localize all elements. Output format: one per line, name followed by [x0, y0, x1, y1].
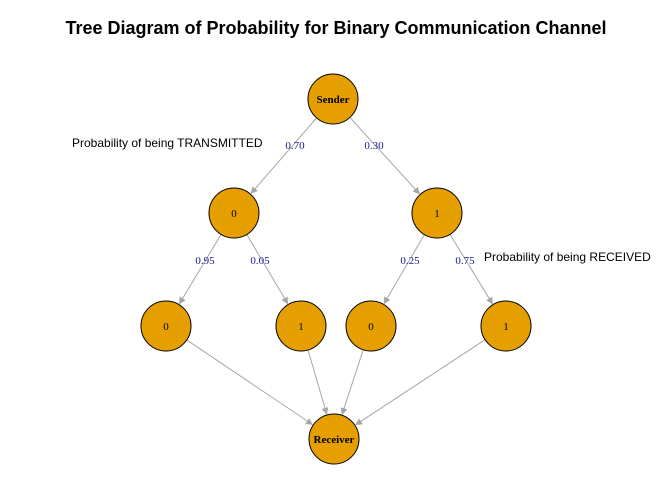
- node-circle-sender: [307, 73, 359, 125]
- node-circle-r01: [275, 300, 327, 352]
- node-circle-receiver: [308, 413, 360, 465]
- node-circle-r00: [140, 300, 192, 352]
- edge-label-t0-r01: 0.05: [250, 255, 270, 267]
- node-circle-r10: [345, 300, 397, 352]
- node-circle-t0: [208, 187, 260, 239]
- edge-r11-receiver: [355, 339, 486, 426]
- node-circle-t1: [411, 187, 463, 239]
- edge-sender-t1: [349, 117, 420, 195]
- node-t1: 1: [411, 187, 463, 239]
- edge-label-t0-r00: 0.95: [195, 255, 215, 267]
- edge-t1-r10: [383, 234, 425, 305]
- edge-r00-receiver: [186, 339, 314, 425]
- edge-t0-r00: [178, 234, 222, 305]
- node-r00: 0: [140, 300, 192, 352]
- edge-sender-t0: [250, 117, 317, 194]
- node-label-t1: 1: [434, 208, 440, 220]
- edge-t0-r01: [246, 234, 289, 305]
- node-label-r01: 1: [298, 321, 304, 333]
- edge-r01-receiver: [307, 349, 329, 415]
- node-label-sender: Sender: [317, 94, 350, 106]
- node-t0: 0: [208, 187, 260, 239]
- node-label-r11: 1: [503, 321, 509, 333]
- node-label-receiver: Receiver: [314, 434, 355, 446]
- node-label-r10: 0: [368, 321, 374, 333]
- node-sender: Sender: [307, 73, 359, 125]
- node-label-t0: 0: [231, 208, 237, 220]
- node-r10: 0: [345, 300, 397, 352]
- transmitted-annotation: Probability of being TRANSMITTED: [72, 136, 263, 150]
- node-r11: 1: [480, 300, 532, 352]
- node-r01: 1: [275, 300, 327, 352]
- node-label-r00: 0: [163, 321, 169, 333]
- edge-t1-r11: [449, 234, 493, 305]
- diagram-title: Tree Diagram of Probability for Binary C…: [65, 18, 607, 38]
- node-receiver: Receiver: [308, 413, 360, 465]
- edge-label-sender-t1: 0.30: [364, 140, 384, 152]
- edge-label-t1-r11: 0.75: [455, 255, 475, 267]
- edge-label-t1-r10: 0.25: [400, 255, 420, 267]
- edge-r10-receiver: [340, 349, 364, 415]
- node-circle-r11: [480, 300, 532, 352]
- received-annotation: Probability of being RECEIVED: [484, 250, 651, 264]
- edge-label-sender-t0: 0.70: [285, 140, 305, 152]
